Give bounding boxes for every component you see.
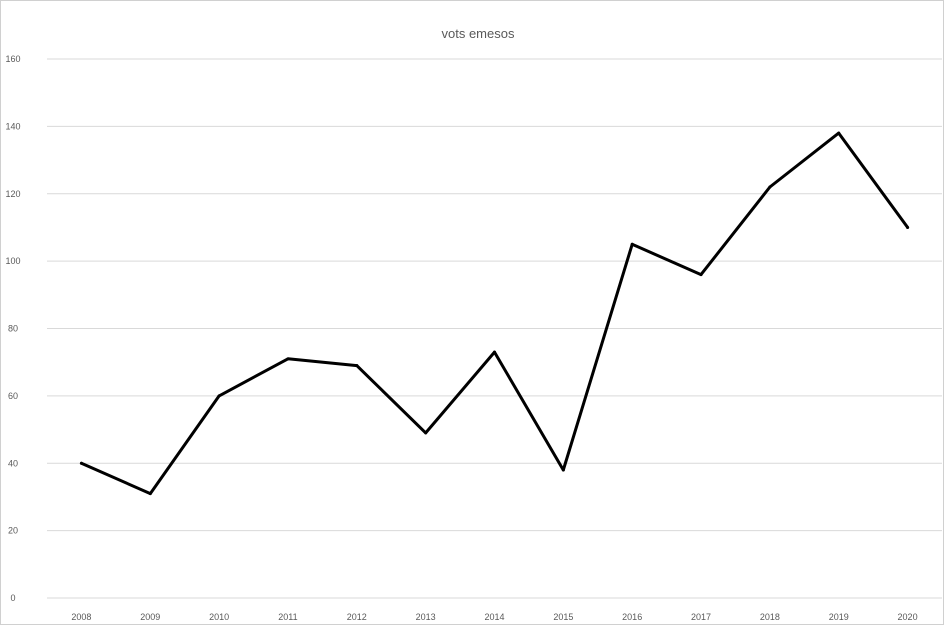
data-point-2011 xyxy=(286,357,290,361)
y-tick-label: 0 xyxy=(10,593,15,603)
x-tick-label: 2009 xyxy=(140,612,160,622)
y-tick-label: 40 xyxy=(8,458,18,468)
y-tick-label: 160 xyxy=(5,54,20,64)
data-point-2016 xyxy=(630,242,634,246)
x-tick-label: 2010 xyxy=(209,612,229,622)
data-point-2010 xyxy=(217,394,221,398)
data-point-2018 xyxy=(768,185,772,189)
x-tick-label: 2008 xyxy=(71,612,91,622)
x-tick-label: 2014 xyxy=(484,612,504,622)
x-tick-label: 2017 xyxy=(691,612,711,622)
series-layer xyxy=(79,131,910,496)
y-tick-label: 80 xyxy=(8,324,18,334)
x-tick-label: 2012 xyxy=(347,612,367,622)
data-point-2019 xyxy=(837,131,841,135)
data-point-2017 xyxy=(699,273,703,277)
x-tick-label: 2019 xyxy=(829,612,849,622)
x-tick-label: 2018 xyxy=(760,612,780,622)
series-line xyxy=(79,131,910,496)
data-point-2012 xyxy=(355,364,359,368)
x-tick-label: 2020 xyxy=(898,612,918,622)
y-tick-label: 120 xyxy=(5,189,20,199)
x-tick-label: 2015 xyxy=(553,612,573,622)
y-tick-label: 100 xyxy=(5,256,20,266)
data-point-2020 xyxy=(906,225,910,229)
data-point-2014 xyxy=(493,350,496,354)
y-tick-label: 20 xyxy=(8,526,18,536)
gridlines xyxy=(47,58,942,599)
data-point-2009 xyxy=(148,492,152,496)
data-point-2013 xyxy=(424,431,428,435)
chart-title: vots emesos xyxy=(442,26,515,41)
x-tick-label: 2013 xyxy=(416,612,436,622)
x-tick-label: 2011 xyxy=(278,612,297,622)
x-tick-label: 2016 xyxy=(622,612,642,622)
x-axis-tick-labels: 2008 2009 2010 2011 2012 2013 2014 2015 2016 2017… xyxy=(71,612,917,622)
y-tick-label: 60 xyxy=(8,391,18,401)
y-axis-tick-labels: 0 20 40 60 80 100 120 140 160 xyxy=(5,54,20,603)
data-point-2015 xyxy=(561,468,565,472)
data-point-2008 xyxy=(79,461,83,465)
y-tick-label: 140 xyxy=(5,121,20,131)
